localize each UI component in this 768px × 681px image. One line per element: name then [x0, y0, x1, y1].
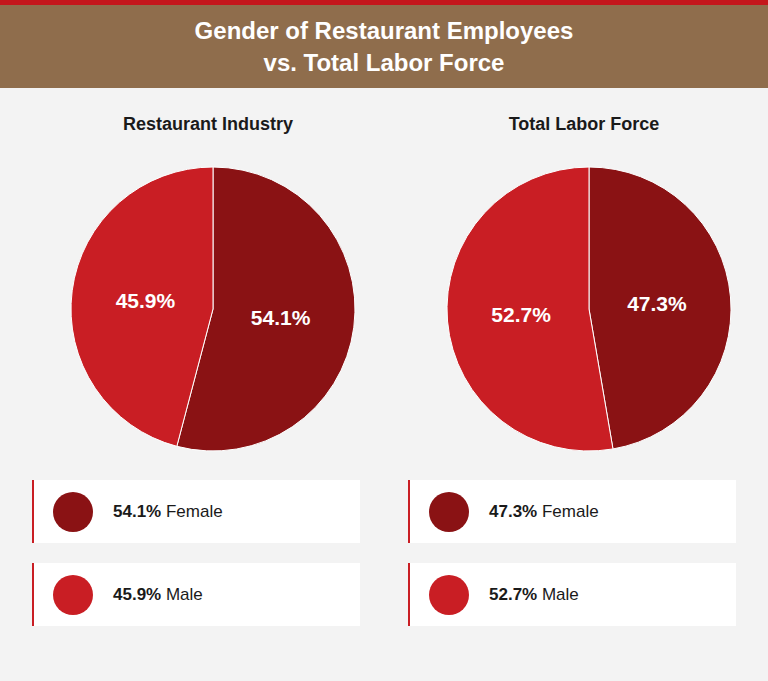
- svg-text:45.9%: 45.9%: [116, 289, 176, 312]
- html-text:45.9% Male: 45.9% Male: [113, 584, 203, 604]
- html-text:54.1% Female: 54.1% Female: [113, 501, 223, 521]
- svg-text:54.1%: 54.1%: [251, 306, 311, 329]
- html-text:Total Labor Force: Total Labor Force: [508, 114, 660, 134]
- html-text:Gender of Restaurant Employees: Gender of Restaurant Employees vs. Total…: [194, 16, 574, 76]
- html-text:Restaurant Industry: Restaurant Industry: [123, 114, 293, 134]
- svg-text:52.7%: 52.7%: [491, 303, 551, 326]
- svg-text:47.3%: 47.3%: [627, 292, 687, 315]
- html-text:52.7% Male: 52.7% Male: [489, 584, 579, 604]
- html-text:47.3% Female: 47.3% Female: [489, 501, 599, 521]
